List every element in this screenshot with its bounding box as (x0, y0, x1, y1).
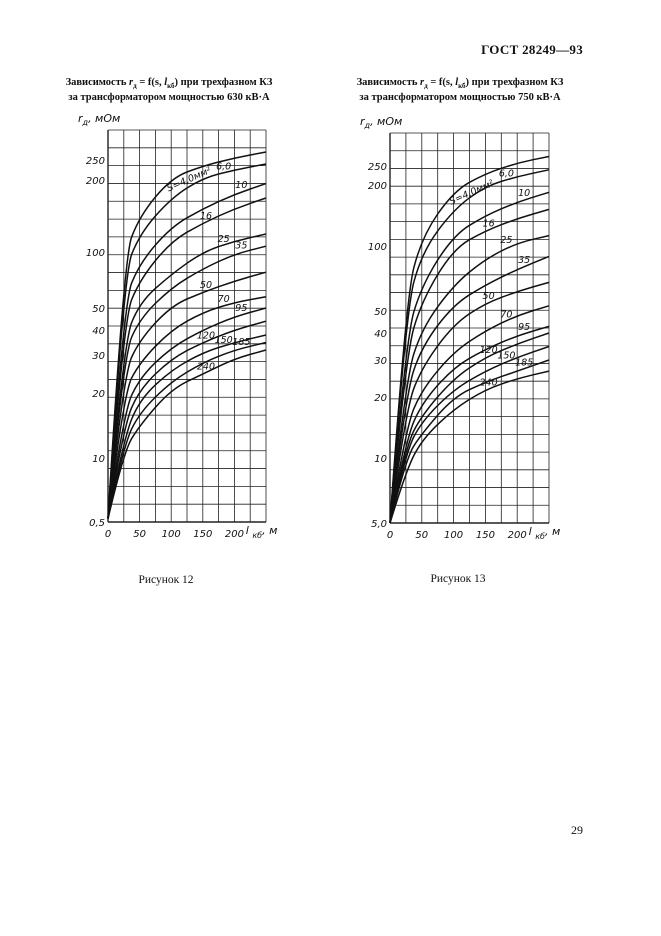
series-label: 35 (518, 255, 530, 266)
series-line-10 (389, 191, 550, 524)
x-tick-label: 100 (162, 529, 181, 540)
x-tick-label: 0 (105, 529, 111, 540)
series-line-185 (107, 341, 267, 519)
y-axis-label: rд, мОм (360, 115, 402, 130)
chart-1-plot: 5,0 10 20 30 40 50 100 200 250 0 50 100 150 200 rд, мО… (360, 115, 560, 541)
y-tick-label: 0,5 (89, 518, 105, 529)
series-label: 95 (235, 303, 247, 314)
series-label: 16 (483, 219, 495, 230)
y-tick-label: 30 (374, 356, 387, 367)
series-line-35 (107, 245, 267, 519)
series-label: 185 (232, 337, 250, 348)
y-tick-label: 50 (92, 304, 105, 315)
y-tick-label: 5,0 (371, 519, 387, 530)
series-line-50 (107, 271, 267, 519)
series-line-150 (389, 345, 550, 524)
series-line-240 (107, 349, 267, 519)
series-label: 50 (483, 291, 495, 302)
y-tick-label: 200 (86, 176, 105, 187)
figure-13-caption: Зависимость rд = f(s, lкб) при трехфазно… (356, 77, 564, 104)
x-tick-label: 200 (508, 530, 527, 541)
series-label: 50 (200, 280, 212, 291)
y-tick-label: 250 (86, 156, 105, 167)
x-axis-label: l кб, м (529, 525, 561, 541)
series-line-16 (389, 208, 550, 524)
series-label: 6,0 (499, 169, 514, 180)
series-label: 70 (500, 310, 512, 321)
x-tick-label: 50 (415, 530, 428, 541)
series-label: 150 (215, 335, 233, 346)
series-line-16 (107, 197, 267, 519)
figure-12-label: Рисунок 12 (138, 574, 194, 586)
series-line-S40мм (107, 151, 267, 519)
series-line-70 (107, 296, 267, 519)
series-line-60 (389, 169, 550, 524)
series-label: 120 (197, 330, 215, 341)
series-line-25 (389, 234, 550, 524)
series-label: 240 (197, 361, 215, 372)
series-line-25 (107, 233, 267, 519)
series-label: 120 (480, 345, 498, 356)
y-tick-label: 10 (92, 454, 105, 465)
series-line-120 (107, 320, 267, 519)
x-tick-label: 0 (387, 530, 393, 541)
series-label: 10 (518, 188, 530, 199)
series-label: 25 (500, 235, 512, 246)
y-tick-label: 10 (374, 454, 387, 465)
y-tick-label: 20 (374, 393, 387, 404)
series-label: 185 (515, 358, 533, 369)
series-label: 240 (480, 377, 498, 388)
y-tick-label: 200 (368, 181, 387, 192)
series-line-50 (389, 281, 550, 524)
standard-number: ГОСТ 28249—93 (481, 42, 583, 57)
x-tick-label: 150 (476, 530, 495, 541)
y-axis-label: rд, мОм (78, 112, 120, 127)
series-line-240 (389, 370, 550, 524)
figure-13-label: Рисунок 13 (430, 573, 486, 585)
series-label: 95 (518, 322, 530, 333)
series-line-185 (389, 359, 550, 524)
series-label: 10 (235, 180, 247, 191)
series-line-120 (389, 332, 550, 524)
figure-12-caption: Зависимость rд = f(s, lкб) при трехфазно… (65, 77, 273, 104)
series-line-150 (107, 334, 267, 519)
y-tick-label: 20 (92, 389, 105, 400)
series-label: 6,0 (216, 162, 231, 173)
y-tick-label: 40 (92, 326, 105, 337)
chart-0-plot: 0,5 10 20 30 40 50 100 200 250 0 50 100 150 200 rд, мО… (78, 112, 277, 540)
series-line-70 (389, 305, 550, 524)
series-label: 25 (218, 234, 230, 245)
y-tick-label: 250 (368, 162, 387, 173)
series-label: 35 (235, 240, 247, 251)
y-tick-label: 40 (374, 329, 387, 340)
series-line-60 (107, 163, 267, 519)
series-line-S40мм (389, 155, 550, 524)
x-tick-label: 200 (225, 529, 244, 540)
series-line-10 (107, 182, 267, 519)
y-tick-label: 100 (368, 242, 387, 253)
series-line-95 (107, 307, 267, 519)
series-line-95 (389, 325, 550, 524)
y-tick-label: 30 (92, 351, 105, 362)
series-label: 150 (497, 350, 515, 361)
x-tick-label: 50 (133, 529, 146, 540)
series-line-35 (389, 255, 550, 524)
x-tick-label: 150 (193, 529, 212, 540)
x-axis-label: l кб, м (246, 524, 278, 540)
series-label: 16 (200, 211, 212, 222)
y-tick-label: 50 (374, 307, 387, 318)
page-number: 29 (571, 823, 583, 837)
y-tick-label: 100 (86, 248, 105, 259)
series-label: 70 (218, 294, 230, 305)
x-tick-label: 100 (444, 530, 463, 541)
